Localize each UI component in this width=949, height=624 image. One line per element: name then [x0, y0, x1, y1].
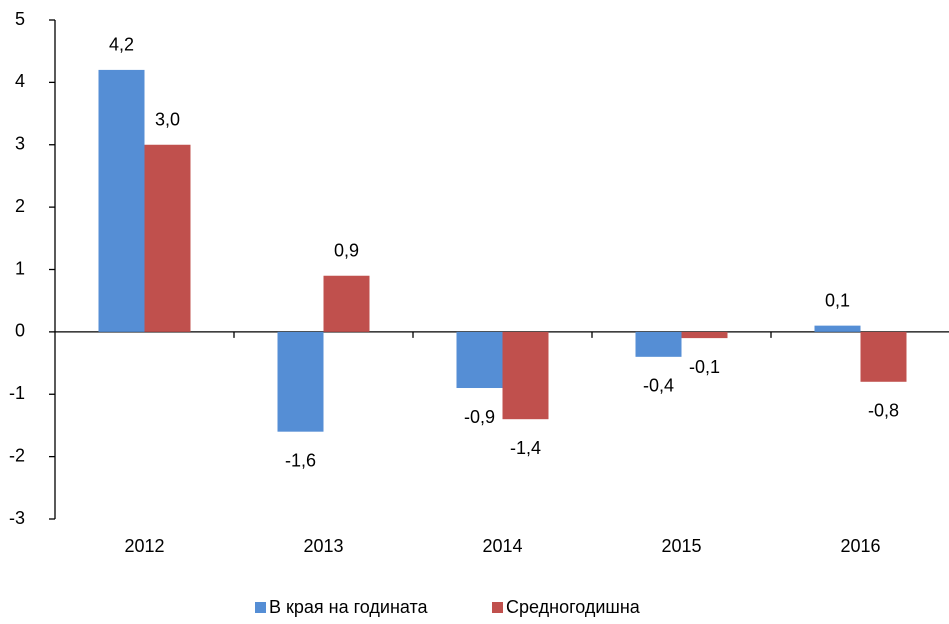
- data-label: -0,8: [868, 401, 899, 421]
- bar: [681, 331, 728, 339]
- y-tick-label: -2: [9, 445, 25, 465]
- data-label: -1,6: [285, 450, 316, 470]
- data-label: -0,4: [643, 376, 674, 396]
- x-tick-label: 2014: [482, 536, 522, 556]
- bar: [635, 331, 682, 357]
- y-tick-label: 1: [15, 258, 25, 278]
- y-tick-label: 4: [15, 71, 25, 91]
- bar: [144, 144, 191, 332]
- legend-swatch: [492, 602, 503, 613]
- bar: [860, 331, 907, 382]
- y-tick-label: -1: [9, 383, 25, 403]
- bar: [277, 331, 324, 432]
- y-tick-label: 2: [15, 196, 25, 216]
- bar: [814, 325, 861, 332]
- bar: [502, 331, 549, 420]
- x-tick-label: 2015: [661, 536, 701, 556]
- bar: [456, 331, 503, 389]
- data-label: -1,4: [510, 438, 541, 458]
- data-label: 0,1: [825, 290, 850, 310]
- bar: [323, 275, 370, 332]
- legend-swatch: [255, 602, 266, 613]
- x-tick-label: 2013: [303, 536, 343, 556]
- legend-label: Средногодишна: [506, 597, 641, 617]
- y-tick-label: 5: [15, 9, 25, 29]
- x-tick-label: 2012: [124, 536, 164, 556]
- data-label: 4,2: [109, 35, 134, 55]
- data-label: -0,1: [689, 357, 720, 377]
- bar: [98, 69, 145, 332]
- y-tick-label: 3: [15, 134, 25, 154]
- data-label: 3,0: [155, 110, 180, 130]
- data-label: 0,9: [334, 240, 359, 260]
- y-tick-label: -3: [9, 508, 25, 528]
- data-label: -0,9: [464, 407, 495, 427]
- legend-label: В края на годината: [269, 597, 429, 617]
- x-tick-label: 2016: [840, 536, 880, 556]
- y-tick-label: 0: [15, 321, 25, 341]
